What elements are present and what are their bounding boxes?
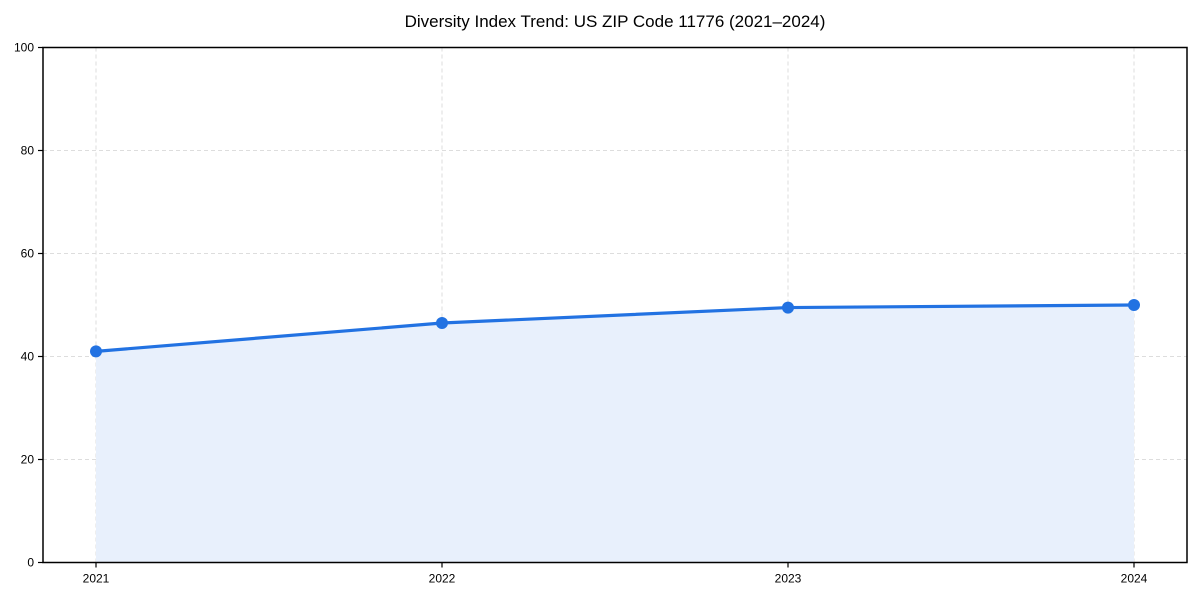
y-tick-label: 60 (21, 247, 35, 261)
x-tick-label: 2022 (429, 572, 456, 586)
chart-title: Diversity Index Trend: US ZIP Code 11776… (404, 12, 826, 31)
trend-line (94, 303, 1136, 353)
y-tick-label: 20 (21, 453, 35, 467)
data-point-marker (436, 317, 448, 330)
data-point-marker (782, 301, 794, 314)
data-point-marker (90, 345, 102, 358)
x-tick-label: 2021 (83, 572, 110, 586)
data-point-marker (1128, 299, 1140, 311)
plot-border (42, 46, 1188, 564)
x-tick-label: 2023 (775, 572, 802, 586)
y-tick-label: 80 (21, 144, 35, 158)
y-tick-label: 0 (27, 556, 34, 570)
y-tick-label: 100 (14, 41, 34, 55)
y-tick-label: 40 (21, 350, 35, 364)
x-tick-label: 2024 (1121, 572, 1148, 586)
area-fill (96, 305, 1134, 563)
